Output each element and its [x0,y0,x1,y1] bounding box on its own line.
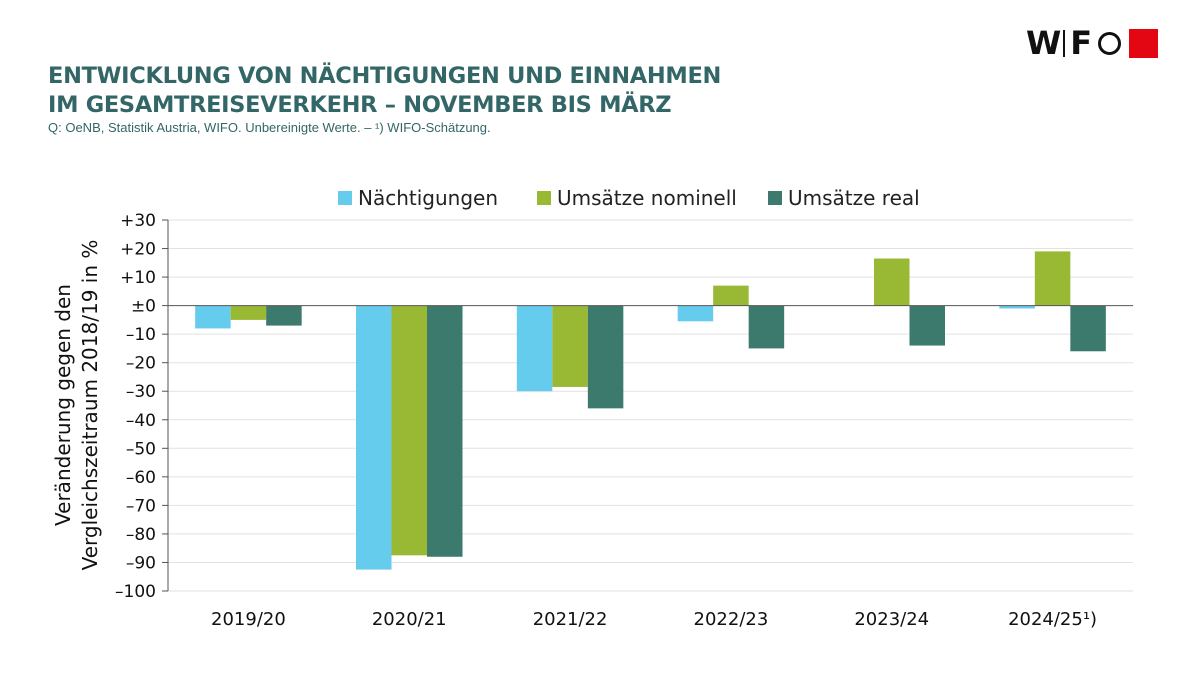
y-tick-label: –10 [126,325,156,345]
bar [713,285,749,306]
legend-swatch [338,191,352,205]
y-tick-label: +30 [120,211,156,231]
logo-letter-w: W [1026,24,1062,62]
bar [999,305,1035,309]
bar [427,305,463,557]
bar [230,305,267,320]
y-tick-label: –80 [126,525,156,545]
bar [1070,305,1106,352]
title-line-1: ENTWICKLUNG VON NÄCHTIGUNGEN UND EINNAHM… [48,63,722,89]
page-title: ENTWICKLUNG VON NÄCHTIGUNGEN UND EINNAHM… [48,62,721,120]
bar [677,305,714,322]
legend-swatch [768,191,782,205]
y-tick-label: ±0 [131,297,156,317]
logo-letter-f: F [1070,24,1093,62]
bar [266,305,302,326]
bar [874,258,910,306]
legend-label: Umsätze nominell [557,186,737,210]
legend-label: Umsätze real [788,186,920,210]
bar [552,305,588,387]
logo-bar [1063,29,1066,57]
logo-circle [1098,31,1122,55]
axis-layer: +30 +20 +10 ±0 –10 –20 –30 –40 –50 –60 –70 –80 –90 –1… [115,211,1133,630]
y-tick-label: –30 [126,382,156,402]
bar-layer [195,251,1106,570]
bar [516,305,553,392]
bar [748,305,785,349]
legend-swatch [537,191,551,205]
x-category-label: 2020/21 [372,609,447,630]
y-tick-label: –20 [126,354,156,374]
y-tick-label: –60 [126,468,156,488]
y-tick-label: –50 [126,439,156,459]
y-tick-label: –70 [126,496,156,516]
y-tick-label: –100 [115,582,156,602]
x-category-label: 2022/23 [694,609,769,630]
y-axis-label-line-2: Vergleichszeitraum 2018/19 in % [78,240,102,571]
legend: Nächtigungen Umsätze nominell Umsätze real [338,186,920,210]
logo-red-square [1129,28,1159,58]
bar [391,305,427,556]
bar [587,305,624,409]
bar [195,305,231,329]
legend-label: Nächtigungen [358,186,498,210]
y-tick-label: –90 [126,553,156,573]
source-note: Q: OeNB, Statistik Austria, WIFO. Unbere… [48,120,491,135]
y-axis-label-line-1: Veränderung gegen den [51,284,75,526]
bar [1034,251,1071,306]
y-tick-label: +20 [120,240,156,260]
y-tick-label: +10 [120,268,156,288]
y-tick-label: –40 [126,411,156,431]
x-category-label: 2019/20 [211,609,286,630]
bar [909,305,945,346]
bar [356,305,392,570]
x-category-label: 2023/24 [854,609,929,630]
grid-layer [168,219,1133,592]
wifo-logo: W F [1026,24,1159,62]
title-line-2: IM GESAMTREISEVERKEHR – NOVEMBER BIS MÄR… [48,92,672,118]
x-category-label: 2024/25¹) [1008,609,1097,630]
x-category-label: 2021/22 [533,609,608,630]
